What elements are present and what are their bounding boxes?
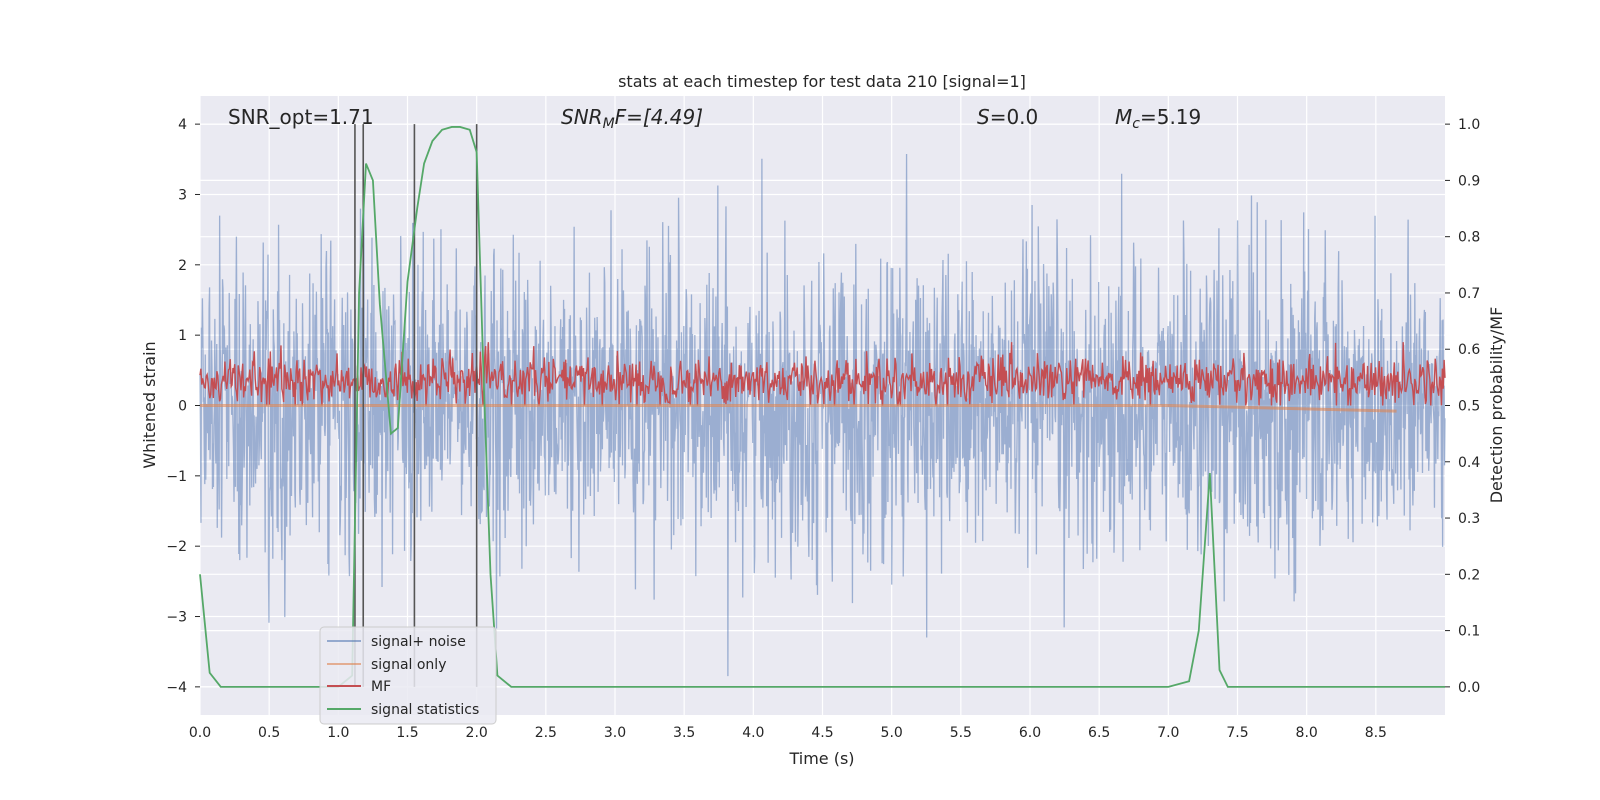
x-tick-label: 3.5 [673,725,695,741]
y-tick-label: 1 [178,328,187,344]
x-tick-label: 6.0 [1019,725,1041,741]
y-tick-label: −3 [166,610,187,626]
x-tick-label: 1.5 [396,725,418,741]
y2-tick-label: 0.8 [1458,230,1480,246]
y-axis-label: Whitened strain [140,341,159,468]
y-tick-label: 0 [178,399,187,415]
legend: signal+ noise signal only MF signal stat… [319,626,497,725]
y-tick-label: 3 [178,187,187,203]
x-tick-label: 6.5 [1088,725,1110,741]
signal-noise-line [199,154,1446,677]
x-tick-label: 7.5 [1226,725,1248,741]
y2-tick-label: 0.9 [1458,173,1480,189]
y2-tick-label: 0.3 [1458,511,1480,527]
annotation-snr-opt: SNR_opt=1.71 [228,105,374,129]
x-tick-label: 5.5 [950,725,972,741]
x-tick-label: 0.0 [189,725,211,741]
legend-label-signal-noise: signal+ noise [371,634,466,650]
x-tick-label: 4.5 [811,725,833,741]
series-signal-noise [199,154,1446,677]
y2-tick-label: 0.4 [1458,455,1480,471]
x-tick-label: 5.0 [881,725,903,741]
x-tick-label: 2.0 [466,725,488,741]
x-tick-label: 2.5 [535,725,557,741]
x-tick-label: 8.5 [1365,725,1387,741]
y-tick-label: −4 [166,680,187,696]
y-tick-label: −1 [166,469,187,485]
y2-tick-label: 1.0 [1458,117,1480,133]
y-tick-label: 4 [178,117,187,133]
y2-tick-label: 0.1 [1458,624,1480,640]
annotation-s: S=0.0 [977,105,1038,129]
ticks: 0.0 0.5 1.0 1.5 2.0 2.5 3.0 3.5 4.0 4.5 5.0 5.5 6.0 6… [166,117,1480,741]
legend-label-mf: MF [371,679,391,695]
y-tick-label: −2 [166,539,187,555]
series-signal-only [200,404,1397,413]
y2-tick-label: 0.0 [1458,680,1480,696]
y2-tick-label: 0.7 [1458,286,1480,302]
x-tick-label: 1.0 [327,725,349,741]
x-tick-label: 7.0 [1157,725,1179,741]
y2-tick-label: 0.2 [1458,567,1480,583]
y2-tick-label: 0.6 [1458,342,1480,358]
annotation-mc: Mc=5.19 [1115,105,1201,132]
annotation-snr-mf: SNRMF=[4.49] [561,105,703,132]
x-tick-label: 0.5 [258,725,280,741]
x-tick-label: 3.0 [604,725,626,741]
x-tick-label: 4.0 [742,725,764,741]
series-mf [199,342,1446,406]
x-axis-label: Time (s) [788,749,854,768]
legend-label-signal-only: signal only [371,657,446,673]
x-tick-label: 8.0 [1296,725,1318,741]
y-tick-label: 2 [178,258,187,274]
y2-tick-label: 0.5 [1458,399,1480,415]
signal-only-line [200,404,1397,413]
mf-line [199,342,1446,406]
legend-label-signal-statistics: signal statistics [371,702,479,718]
chart-title: stats at each timestep for test data 210… [618,72,1026,91]
y2-axis-label: Detection probability/MF [1487,307,1506,504]
legend-box [319,626,497,725]
